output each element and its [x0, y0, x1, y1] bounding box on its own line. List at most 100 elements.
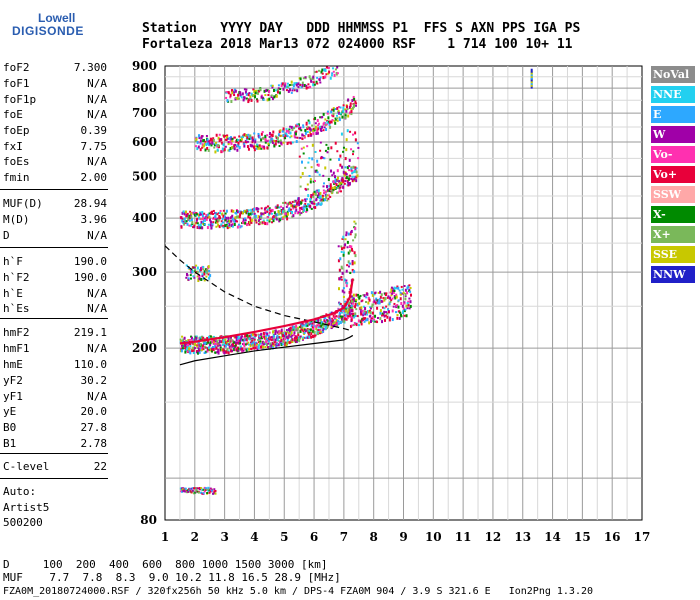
- echo-point: [310, 332, 313, 336]
- echo-point: [196, 275, 199, 278]
- echo-point: [350, 312, 353, 315]
- echo-point: [350, 304, 353, 307]
- echo-point: [336, 176, 339, 180]
- echo-point: [343, 182, 346, 185]
- echo-point: [206, 138, 209, 142]
- echo-point: [251, 212, 254, 216]
- echo-point: [339, 106, 342, 109]
- echo-point: [290, 327, 293, 331]
- echo-point: [340, 245, 343, 248]
- echo-point: [336, 106, 339, 110]
- echo-point: [224, 344, 227, 348]
- echo-point: [271, 208, 274, 212]
- echo-point: [407, 300, 410, 303]
- echo-point: [264, 331, 267, 335]
- echo-point: [279, 336, 282, 339]
- echo-point: [343, 246, 346, 249]
- echo-point: [276, 343, 279, 346]
- echo-point: [202, 217, 205, 221]
- echo-point: [335, 118, 338, 121]
- echo-point: [255, 343, 258, 346]
- echo-point: [290, 125, 293, 129]
- echo-point: [304, 203, 307, 206]
- echo-point: [342, 106, 345, 110]
- echo-point: [320, 157, 323, 160]
- echo-point: [265, 88, 268, 92]
- echo-point: [336, 72, 339, 75]
- echo-point: [186, 350, 189, 353]
- echo-point: [319, 199, 322, 202]
- echo-point: [324, 75, 327, 79]
- echo-point: [332, 108, 335, 112]
- x-tick-label: 15: [574, 530, 591, 544]
- echo-point: [281, 210, 284, 214]
- echo-point: [335, 114, 338, 117]
- echo-point: [264, 135, 267, 139]
- echo-point: [346, 176, 349, 180]
- param-name: M(D): [3, 213, 30, 226]
- echo-point: [352, 314, 355, 317]
- echo-point: [318, 196, 321, 200]
- echo-point: [195, 218, 198, 222]
- echo-point: [349, 314, 352, 318]
- echo-point: [258, 334, 261, 338]
- echo-point: [320, 330, 323, 333]
- echo-point: [340, 190, 343, 193]
- echo-point: [289, 136, 292, 139]
- echo-point: [304, 187, 307, 190]
- echo-point: [290, 202, 293, 205]
- echo-point: [409, 286, 412, 289]
- y-tick-label: 200: [132, 341, 157, 355]
- echo-point: [201, 214, 204, 218]
- echo-point: [399, 297, 402, 301]
- echo-point: [186, 346, 189, 349]
- echo-point: [400, 315, 403, 318]
- echo-point: [410, 293, 413, 297]
- echo-point: [267, 339, 270, 343]
- echo-point: [311, 124, 314, 127]
- echo-point: [348, 174, 351, 177]
- echo-point: [337, 184, 340, 188]
- echo-point: [346, 108, 349, 111]
- echo-point: [349, 324, 352, 328]
- param-row: hmF1 N/A: [3, 342, 107, 356]
- echo-point: [310, 324, 313, 328]
- echo-point: [268, 135, 271, 138]
- echo-point: [346, 105, 349, 109]
- echo-point: [261, 212, 264, 215]
- echo-point: [309, 133, 312, 136]
- echo-point: [326, 110, 329, 113]
- echo-point: [289, 326, 292, 330]
- echo-point: [312, 132, 315, 136]
- echo-point: [235, 337, 238, 341]
- echo-point: [315, 327, 318, 331]
- echo-point: [195, 489, 198, 492]
- echo-point: [181, 489, 184, 492]
- echo-point: [180, 225, 183, 229]
- echo-point: [180, 349, 183, 353]
- echo-point: [198, 351, 201, 354]
- echo-point: [340, 278, 343, 281]
- echo-point: [300, 129, 303, 132]
- param-value: N/A: [87, 229, 107, 242]
- echo-point: [306, 323, 309, 327]
- echo-point: [278, 145, 281, 148]
- echo-point: [252, 341, 255, 345]
- echo-point: [333, 175, 336, 179]
- echo-point: [304, 130, 307, 133]
- echo-point: [257, 338, 260, 341]
- echo-point: [227, 340, 230, 343]
- echo-point: [305, 121, 308, 124]
- echo-point: [234, 96, 237, 99]
- echo-point: [321, 125, 324, 129]
- echo-point: [221, 212, 224, 216]
- echo-point: [345, 284, 348, 288]
- x-tick-label: 14: [544, 530, 561, 544]
- echo-point: [360, 318, 363, 322]
- echo-point: [205, 271, 208, 274]
- param-value: 27.8: [80, 421, 108, 434]
- echo-point: [214, 212, 217, 215]
- footer-muf: MUF 7.7 7.8 8.3 9.0 10.2 11.8 16.5 28.9 …: [3, 571, 341, 584]
- echo-point: [299, 325, 302, 328]
- echo-point: [272, 345, 275, 349]
